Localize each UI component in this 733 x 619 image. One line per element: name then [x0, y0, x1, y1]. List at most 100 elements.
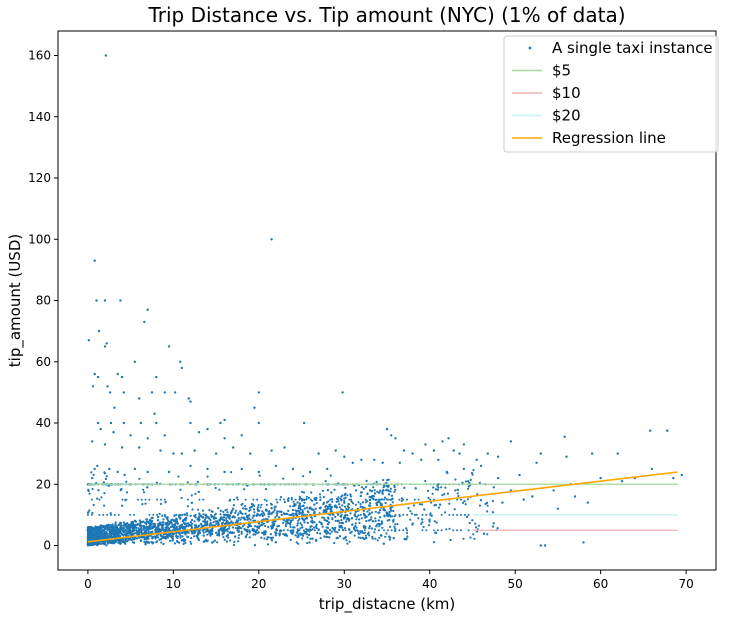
data-point [181, 535, 184, 538]
data-point [363, 529, 366, 532]
data-point [322, 496, 325, 499]
data-point [348, 529, 351, 532]
data-point [373, 531, 376, 534]
data-point [148, 498, 151, 501]
data-point [286, 519, 289, 522]
data-point [439, 503, 442, 506]
data-point [398, 498, 401, 501]
data-point [295, 541, 298, 544]
data-point [338, 503, 341, 506]
data-point [441, 494, 444, 497]
data-point [338, 506, 341, 509]
data-point [436, 488, 440, 491]
data-point [297, 519, 300, 522]
data-point [212, 521, 215, 524]
data-point [211, 524, 214, 527]
data-point [317, 529, 320, 532]
data-point [163, 391, 166, 394]
data-point [301, 518, 304, 521]
data-point [175, 527, 178, 530]
data-point [223, 513, 226, 516]
data-point [227, 536, 230, 539]
y-tick-label: 140 [28, 110, 51, 124]
data-point [421, 521, 424, 524]
data-point [342, 517, 345, 520]
data-point [335, 506, 338, 509]
data-point [181, 531, 184, 534]
data-point [467, 487, 470, 490]
data-point [539, 544, 542, 547]
data-point [256, 532, 259, 535]
data-point [296, 501, 299, 504]
data-point [257, 470, 260, 474]
data-point [413, 513, 416, 516]
data-point [270, 512, 273, 515]
data-point [114, 532, 117, 535]
data-point [435, 521, 438, 524]
data-point [228, 531, 231, 535]
data-point [106, 513, 109, 516]
data-point [88, 492, 91, 495]
data-point [385, 427, 389, 431]
data-point [350, 500, 353, 503]
data-point [423, 508, 426, 511]
data-point [229, 498, 232, 501]
data-point [300, 523, 303, 527]
data-point [412, 504, 416, 507]
data-point [330, 508, 333, 511]
data-point [166, 535, 169, 539]
data-point [218, 488, 221, 491]
data-point [390, 529, 393, 532]
data-point [448, 513, 451, 516]
data-point [333, 529, 335, 532]
data-point [219, 527, 222, 531]
data-point [234, 521, 237, 524]
data-point [340, 521, 343, 525]
data-point [203, 518, 207, 521]
data-point [126, 526, 129, 530]
data-point [264, 524, 267, 528]
data-point [210, 530, 213, 533]
data-point [666, 429, 669, 432]
data-point [263, 537, 266, 540]
data-point [356, 515, 359, 519]
data-point [266, 543, 270, 546]
x-tick-label: 60 [593, 577, 608, 591]
data-point [240, 530, 243, 534]
data-point [387, 489, 390, 492]
data-point [140, 498, 143, 501]
data-point [345, 520, 348, 523]
data-point [106, 385, 109, 388]
data-point [136, 498, 139, 501]
data-point [393, 485, 396, 488]
data-point [336, 536, 339, 540]
data-point [323, 518, 326, 522]
data-point [113, 513, 116, 516]
data-point [87, 531, 90, 534]
data-point [145, 540, 148, 543]
data-point [230, 511, 233, 514]
data-point [214, 520, 217, 523]
data-point [326, 522, 329, 526]
data-point [100, 496, 103, 499]
data-point [388, 513, 391, 516]
y-tick-label: 100 [28, 232, 51, 246]
data-point [381, 490, 384, 493]
data-point [214, 517, 218, 520]
data-point [351, 502, 355, 505]
data-point [437, 506, 441, 509]
data-point [315, 496, 318, 500]
data-point [173, 514, 176, 518]
data-point [216, 541, 219, 544]
data-point [189, 400, 192, 403]
data-point [313, 503, 316, 506]
data-point [274, 541, 277, 544]
data-point [244, 507, 247, 510]
data-point [173, 528, 176, 531]
data-point [190, 494, 193, 497]
data-point [244, 529, 247, 532]
data-point [209, 522, 212, 526]
data-point [276, 501, 279, 504]
data-point [148, 513, 151, 516]
data-point [179, 488, 182, 491]
